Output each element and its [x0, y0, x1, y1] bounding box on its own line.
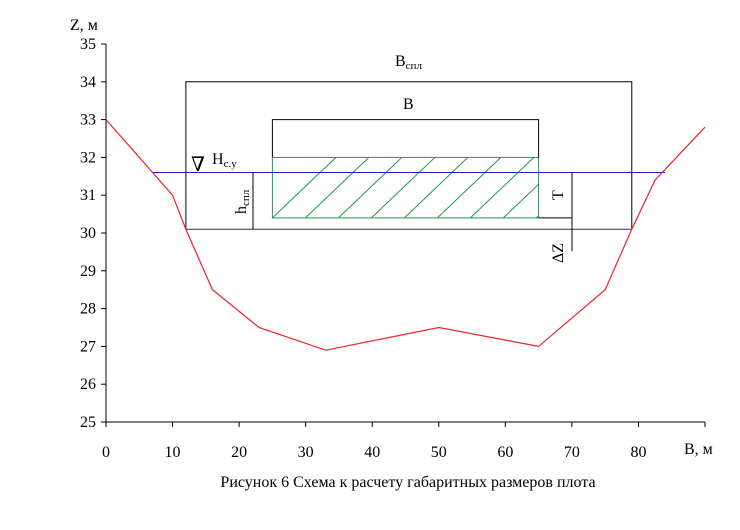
x-tick-label: 40 [364, 444, 380, 461]
b-label: В [403, 96, 414, 113]
y-tick-label: 25 [80, 414, 96, 431]
hatch-line [338, 157, 403, 218]
h-su-label: Нс.у [212, 151, 237, 170]
y-tick-label: 35 [80, 36, 96, 53]
x-tick-label: 50 [431, 444, 447, 461]
h-spl-letter: h [233, 206, 250, 214]
x-axis-ticks: 0 10 20 30 40 50 60 70 80 [102, 422, 706, 461]
riverbed-profile-line [105, 119, 706, 351]
hatch-line [272, 157, 337, 218]
draft-label: Т [550, 190, 567, 200]
x-tick-label: 20 [231, 444, 247, 461]
y-tick-label: 29 [80, 263, 96, 280]
b-spl-label: Вспл [395, 53, 422, 72]
hatch-line [536, 215, 539, 218]
outer-width-frame [185, 81, 633, 230]
y-tick-label: 26 [80, 376, 96, 393]
x-tick-label: 80 [630, 444, 646, 461]
x-tick-label: 60 [497, 444, 513, 461]
x-tick-label: 10 [165, 444, 181, 461]
hatch-line [371, 157, 436, 218]
h-spl-label: hспл [233, 189, 252, 214]
h-su-letter: Н [212, 151, 224, 168]
x-axis-label: В, м [684, 441, 713, 458]
x-tick-label: 70 [564, 444, 580, 461]
x-tick-label: 30 [298, 444, 314, 461]
hatch-line [404, 157, 469, 218]
figure-caption: Рисунок 6 Схема к расчету габаритных раз… [220, 474, 595, 491]
hatch-line [305, 157, 370, 218]
inner-width-frame [271, 119, 540, 158]
y-axis-label: Z, м [70, 17, 98, 34]
hatch-outline [271, 156, 540, 219]
hatch-lines [272, 157, 633, 218]
hatch-line [503, 183, 539, 218]
b-spl-subscript: спл [406, 60, 423, 72]
x-tick-label: 0 [102, 444, 110, 461]
y-tick-label: 34 [80, 74, 96, 91]
delta-z-label: ΔZ [550, 243, 567, 263]
y-tick-label: 28 [80, 301, 96, 318]
y-tick-label: 33 [80, 112, 96, 129]
hatch-line [437, 157, 502, 218]
h-su-subscript: с.у [224, 158, 238, 170]
hatch-line [470, 157, 535, 218]
y-tick-label: 31 [80, 187, 96, 204]
y-tick-label: 30 [80, 225, 96, 242]
y-axis-ticks: 25 26 27 28 29 30 31 32 33 34 35 [80, 36, 106, 431]
y-tick-label: 32 [80, 149, 96, 166]
h-spl-subscript: спл [240, 189, 252, 206]
hatch-line [569, 157, 633, 217]
y-tick-label: 27 [80, 338, 96, 355]
b-spl-letter: В [395, 53, 406, 70]
water-level-mark: ∇ [191, 154, 205, 176]
hatched-raft-body [271, 156, 633, 219]
